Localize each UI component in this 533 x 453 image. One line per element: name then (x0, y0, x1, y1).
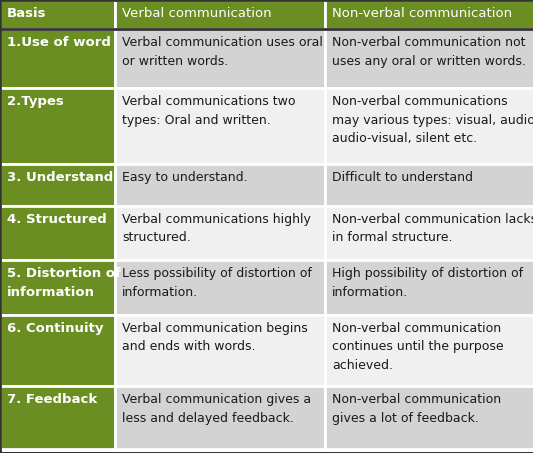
Text: Basis: Basis (7, 7, 46, 20)
Bar (325, 29, 533, 88)
Bar (0, 0, 115, 29)
Text: Non-verbal communication
gives a lot of feedback.: Non-verbal communication gives a lot of … (332, 393, 501, 424)
Text: 1.Use of word: 1.Use of word (7, 36, 111, 49)
Text: 5. Distortion of
information: 5. Distortion of information (7, 267, 121, 299)
Text: 7. Feedback: 7. Feedback (7, 393, 97, 406)
Bar (115, 315, 325, 386)
Bar (325, 260, 533, 315)
Text: Non-verbal communication lacks
in formal structure.: Non-verbal communication lacks in formal… (332, 212, 533, 244)
Text: Less possibility of distortion of
information.: Less possibility of distortion of inform… (122, 267, 312, 299)
Text: Verbal communications highly
structured.: Verbal communications highly structured. (122, 212, 311, 244)
Text: 6. Continuity: 6. Continuity (7, 322, 103, 335)
Bar (115, 29, 325, 88)
Text: Verbal communication begins
and ends with words.: Verbal communication begins and ends wit… (122, 322, 308, 353)
Bar (325, 88, 533, 164)
Bar (325, 315, 533, 386)
Bar (0, 164, 115, 206)
Text: High possibility of distortion of
information.: High possibility of distortion of inform… (332, 267, 523, 299)
Text: Non-verbal communication: Non-verbal communication (332, 7, 512, 20)
Bar (325, 164, 533, 206)
Bar (0, 315, 115, 386)
Bar (115, 0, 325, 29)
Bar (325, 386, 533, 449)
Bar (115, 206, 325, 260)
Text: Verbal communication gives a
less and delayed feedback.: Verbal communication gives a less and de… (122, 393, 311, 424)
Text: 3. Understand: 3. Understand (7, 171, 113, 183)
Text: Easy to understand.: Easy to understand. (122, 171, 248, 183)
Bar (115, 386, 325, 449)
Bar (0, 29, 115, 88)
Bar (0, 386, 115, 449)
Bar (325, 206, 533, 260)
Text: 2.Types: 2.Types (7, 95, 64, 108)
Bar (0, 206, 115, 260)
Text: 4. Structured: 4. Structured (7, 212, 107, 226)
Text: Verbal communication: Verbal communication (122, 7, 272, 20)
Bar (115, 164, 325, 206)
Text: Non-verbal communication
continues until the purpose
achieved.: Non-verbal communication continues until… (332, 322, 504, 372)
Text: Non-verbal communications
may various types: visual, audio,
audio-visual, silent: Non-verbal communications may various ty… (332, 95, 533, 145)
Bar (325, 0, 533, 29)
Bar (115, 88, 325, 164)
Bar (0, 88, 115, 164)
Text: Verbal communications two
types: Oral and written.: Verbal communications two types: Oral an… (122, 95, 295, 127)
Text: Verbal communication uses oral
or written words.: Verbal communication uses oral or writte… (122, 36, 323, 68)
Bar (115, 260, 325, 315)
Bar (0, 260, 115, 315)
Text: Difficult to understand: Difficult to understand (332, 171, 473, 183)
Text: Non-verbal communication not
uses any oral or written words.: Non-verbal communication not uses any or… (332, 36, 526, 68)
